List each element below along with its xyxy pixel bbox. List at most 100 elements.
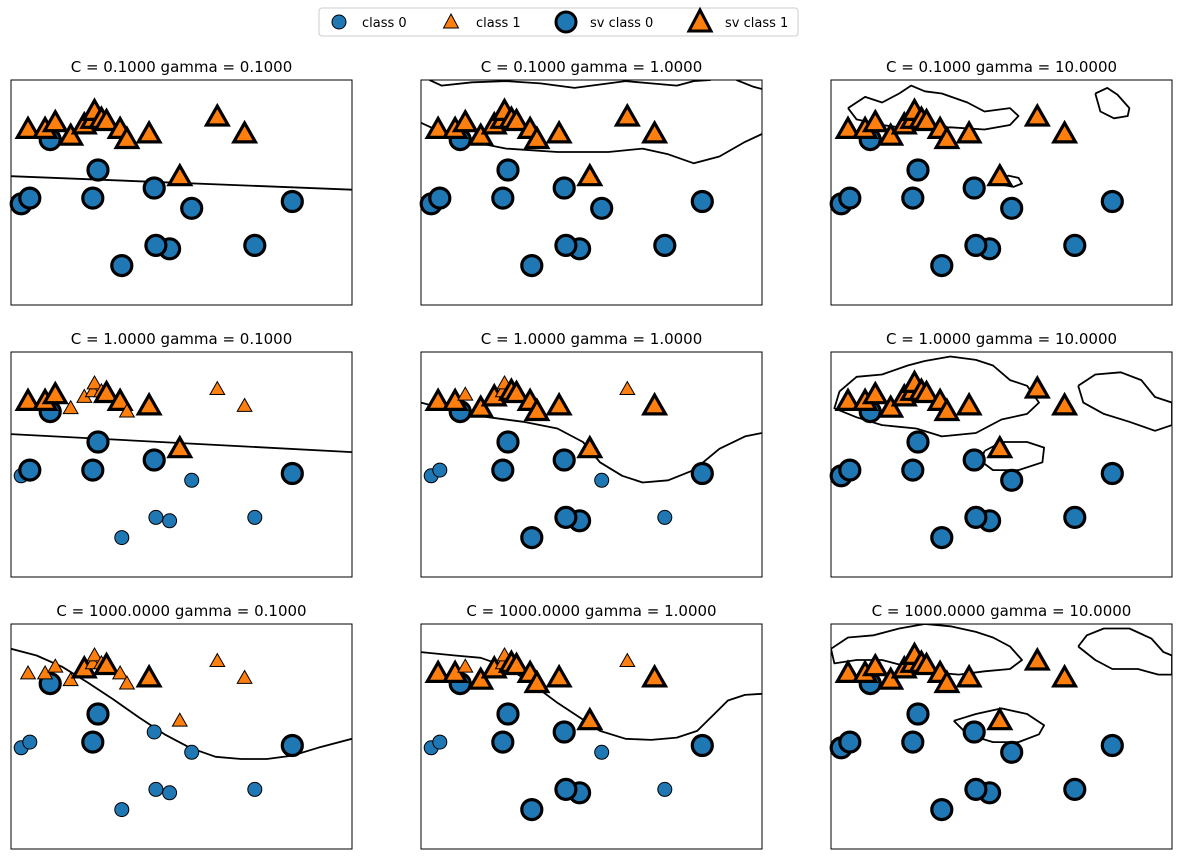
class-0-point [114,802,130,818]
sv-class-1-point [877,122,905,146]
sv-class-0-point [1000,196,1024,220]
class-1-point [236,397,253,412]
class-1-point [209,652,226,667]
sv-class-1-point [613,102,641,127]
sv-class-1-point [576,434,604,459]
subplot-frame [420,79,763,306]
sv-class-0-point [428,186,452,210]
subplot-title: C = 0.1000 gamma = 1.0000 [481,58,703,76]
legend-marker-sv-class-1 [686,6,714,33]
sv-class-1-point [106,387,134,411]
class-1-point [209,380,226,395]
sv-class-0-point [1100,189,1124,214]
sv-class-1-point [912,379,941,404]
sv-class-1-point [933,397,961,422]
sv-class-0-point [930,254,954,278]
sv-class-0-point [906,430,930,454]
sv-class-1-point [1051,119,1079,144]
class-1-point [171,712,188,727]
class-1-point [62,399,79,415]
sv-class-0-point [590,196,614,220]
class-1-point [111,664,129,680]
class-0-point [432,462,448,478]
subplot-frame [830,79,1173,306]
subplot-frame [830,351,1173,578]
class-0-point [162,785,178,801]
class-0-point [22,734,38,750]
sv-class-0-point [554,233,578,257]
sv-class-1-point [641,119,669,144]
class-0-point [162,513,178,529]
sv-class-1-point [834,115,862,139]
sv-class-0-point [86,702,110,726]
sv-class-1-point [135,391,163,416]
class-0-point [146,724,162,740]
sv-class-1-point [861,380,889,405]
sv-class-1-point [467,666,495,690]
class-1-point [62,671,79,687]
class-0-point [594,472,610,488]
sv-class-0-point [496,158,520,182]
sv-class-0-point [1000,740,1024,764]
sv-class-0-point [552,176,576,200]
sv-class-0-point [901,730,925,754]
sv-class-1-point [502,651,531,676]
sv-class-0-point [901,458,925,482]
sv-class-1-point [1051,663,1079,688]
sv-class-1-point [912,651,941,676]
subplot-5: C = 1.0000 gamma = 1.0000 [420,330,763,578]
sv-class-0-point [1063,777,1087,802]
class-0-point [657,509,673,525]
sv-class-0-point [491,186,515,210]
sv-class-0-point [962,448,986,472]
sv-class-1-point [502,379,531,404]
sv-class-1-point [641,391,669,416]
class-0-point [184,472,200,488]
sv-class-0-point [906,158,930,182]
sv-class-0-point [280,461,304,486]
class-1-point [619,652,636,667]
subplot-8: C = 1000.0000 gamma = 1.0000 [420,602,763,850]
legend-item-class-0: class 0 [331,14,407,31]
class-0-point [247,781,263,797]
sv-class-0-point [554,777,578,802]
legend-label-class-0: class 0 [362,16,407,31]
subplot-9: C = 1000.0000 gamma = 10.0000 [829,602,1173,850]
sv-class-0-point [86,430,110,454]
subplot-title: C = 1000.0000 gamma = 1.0000 [466,602,716,620]
sv-class-0-point [906,702,930,726]
sv-class-0-point [81,186,105,210]
sv-class-1-point [912,107,941,132]
sv-class-1-point [424,115,452,139]
class-1-point [47,658,64,673]
sv-class-0-point [142,176,166,200]
sv-class-0-point [243,233,267,257]
class-0-point [247,509,263,525]
sv-class-1-point [877,666,905,690]
sv-class-1-point [861,108,889,133]
sv-class-1-point [861,652,889,677]
legend-marker-sv-class-0 [554,10,578,34]
sv-class-1-point [545,663,573,688]
sv-class-1-point [1023,646,1051,671]
sv-class-1-point [92,651,121,676]
sv-class-0-point [1063,505,1087,530]
sv-class-1-point [166,434,194,459]
sv-class-0-point [491,730,515,754]
subplot-3: C = 0.1000 gamma = 10.0000 [829,58,1173,306]
class-1-point [19,664,37,680]
decision-boundary [421,401,762,484]
decision-boundary-line [429,80,711,89]
sv-class-0-point [142,448,166,472]
sv-class-0-point [901,186,925,210]
sv-class-0-point [838,458,862,482]
sv-class-0-point [1100,733,1124,758]
legend-marker-class-0 [331,14,347,30]
sv-class-1-point [14,387,42,411]
sv-class-1-point [502,107,531,132]
sv-class-0-point [520,254,544,278]
decision-boundary-line [1077,627,1172,676]
legend-label-sv-class-1: sv class 1 [725,16,788,31]
subplot-title: C = 1.0000 gamma = 1.0000 [481,330,703,348]
